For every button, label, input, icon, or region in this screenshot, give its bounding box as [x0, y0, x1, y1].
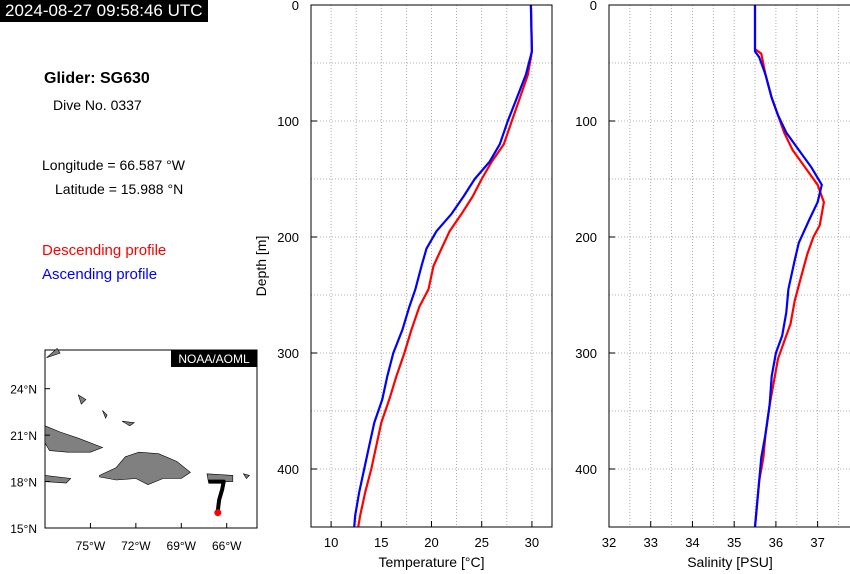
- x-tick-label: 10: [324, 535, 338, 550]
- x-tick-label: 35: [727, 535, 741, 550]
- track-line: [208, 479, 226, 513]
- plot-frame: [608, 4, 850, 528]
- timestamp-label: 2024-08-27 09:58:46 UTC: [0, 0, 208, 22]
- latitude-readout: Latitude = 15.988 °N: [55, 181, 184, 197]
- series-line-ascending: [353, 4, 534, 528]
- x-tick-label: 15: [374, 535, 388, 550]
- lon-tick-label: 66°W: [212, 539, 242, 553]
- land-mass: [99, 451, 191, 486]
- salinity-chart: 32 33 34 35 36 37 0 100 200 300 400 Salinity [PSU]: [575, 0, 850, 570]
- glider-track: [208, 479, 226, 517]
- x-tick-label: 30: [525, 535, 539, 550]
- land-mass: [44, 425, 104, 453]
- map-ticks: 15°N 18°N 21°N 24°N 75°W 72°W 69°W 66°W: [10, 383, 242, 553]
- land-mass: [122, 420, 136, 427]
- x-tick-label: 33: [643, 535, 657, 550]
- x-tick-label: 37: [810, 535, 824, 550]
- glider-position-marker: [214, 509, 222, 517]
- lat-tick-label: 18°N: [10, 476, 37, 490]
- lon-tick-label: 69°W: [167, 539, 197, 553]
- map-land: [44, 348, 250, 486]
- y-tick-label: 400: [575, 462, 597, 477]
- x-tick-label: 32: [602, 535, 616, 550]
- x-tick-label: 34: [685, 535, 699, 550]
- longitude-readout: Longitude = 66.587 °W: [42, 157, 185, 173]
- location-map: 15°N 18°N 21°N 24°N 75°W 72°W 69°W 66°W NOAA/AO…: [10, 348, 258, 553]
- legend-descending: Descending profile: [42, 242, 167, 259]
- land-mass: [44, 475, 72, 484]
- y-axis-label: Depth [m]: [253, 236, 269, 297]
- map-badge-bg: [171, 350, 257, 367]
- x-tick-label: 36: [769, 535, 783, 550]
- glider-title: Glider: SG630: [44, 70, 150, 87]
- y-tick-label: 200: [277, 230, 299, 245]
- legend-ascending: Ascending profile: [42, 266, 158, 283]
- x-tick-label: 25: [474, 535, 488, 550]
- land-mass: [77, 394, 87, 405]
- dive-number: Dive No. 0337: [53, 97, 142, 113]
- series-line-descending: [753, 5, 826, 528]
- y-tick-label: 300: [277, 346, 299, 361]
- land-mass: [46, 348, 61, 358]
- y-tick-label: 400: [277, 462, 299, 477]
- y-tick-label: 200: [575, 230, 597, 245]
- y-tick-label: 100: [277, 114, 299, 129]
- lat-tick-label: 24°N: [10, 383, 37, 397]
- lon-tick-label: 75°W: [76, 539, 106, 553]
- lon-tick-label: 72°W: [121, 539, 151, 553]
- land-mass: [242, 473, 250, 479]
- land-mass: [102, 410, 108, 419]
- y-tick-label: 100: [575, 114, 597, 129]
- map-badge: NOAA/AOML: [178, 352, 250, 366]
- x-tick-label: 20: [424, 535, 438, 550]
- y-tick-label: 0: [292, 0, 299, 13]
- lat-tick-label: 15°N: [10, 522, 37, 536]
- x-axis-label: Salinity [PSU]: [687, 554, 773, 570]
- series-line-ascending: [753, 5, 823, 528]
- x-axis-label: Temperature [°C]: [379, 554, 485, 570]
- series-line-descending: [357, 4, 534, 528]
- y-tick-label: 0: [590, 0, 597, 13]
- lat-tick-label: 21°N: [10, 429, 37, 443]
- y-tick-label: 300: [575, 346, 597, 361]
